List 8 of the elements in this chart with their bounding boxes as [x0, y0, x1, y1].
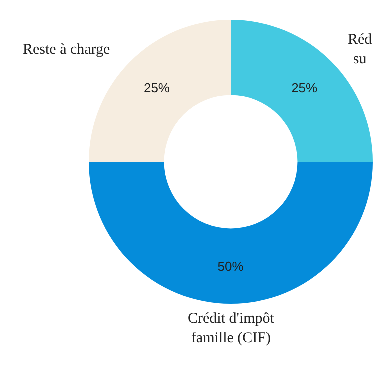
data-label: 50% [218, 258, 244, 274]
slice-label: Reste à charge [23, 42, 111, 58]
donut-slice [89, 162, 373, 304]
data-label: 25% [292, 80, 318, 96]
data-label: 25% [144, 80, 170, 96]
slice-label: Crédit d'impôt famille (CIF) [188, 311, 276, 346]
donut-slice [231, 20, 373, 162]
slice-label: Réd su [348, 32, 373, 68]
